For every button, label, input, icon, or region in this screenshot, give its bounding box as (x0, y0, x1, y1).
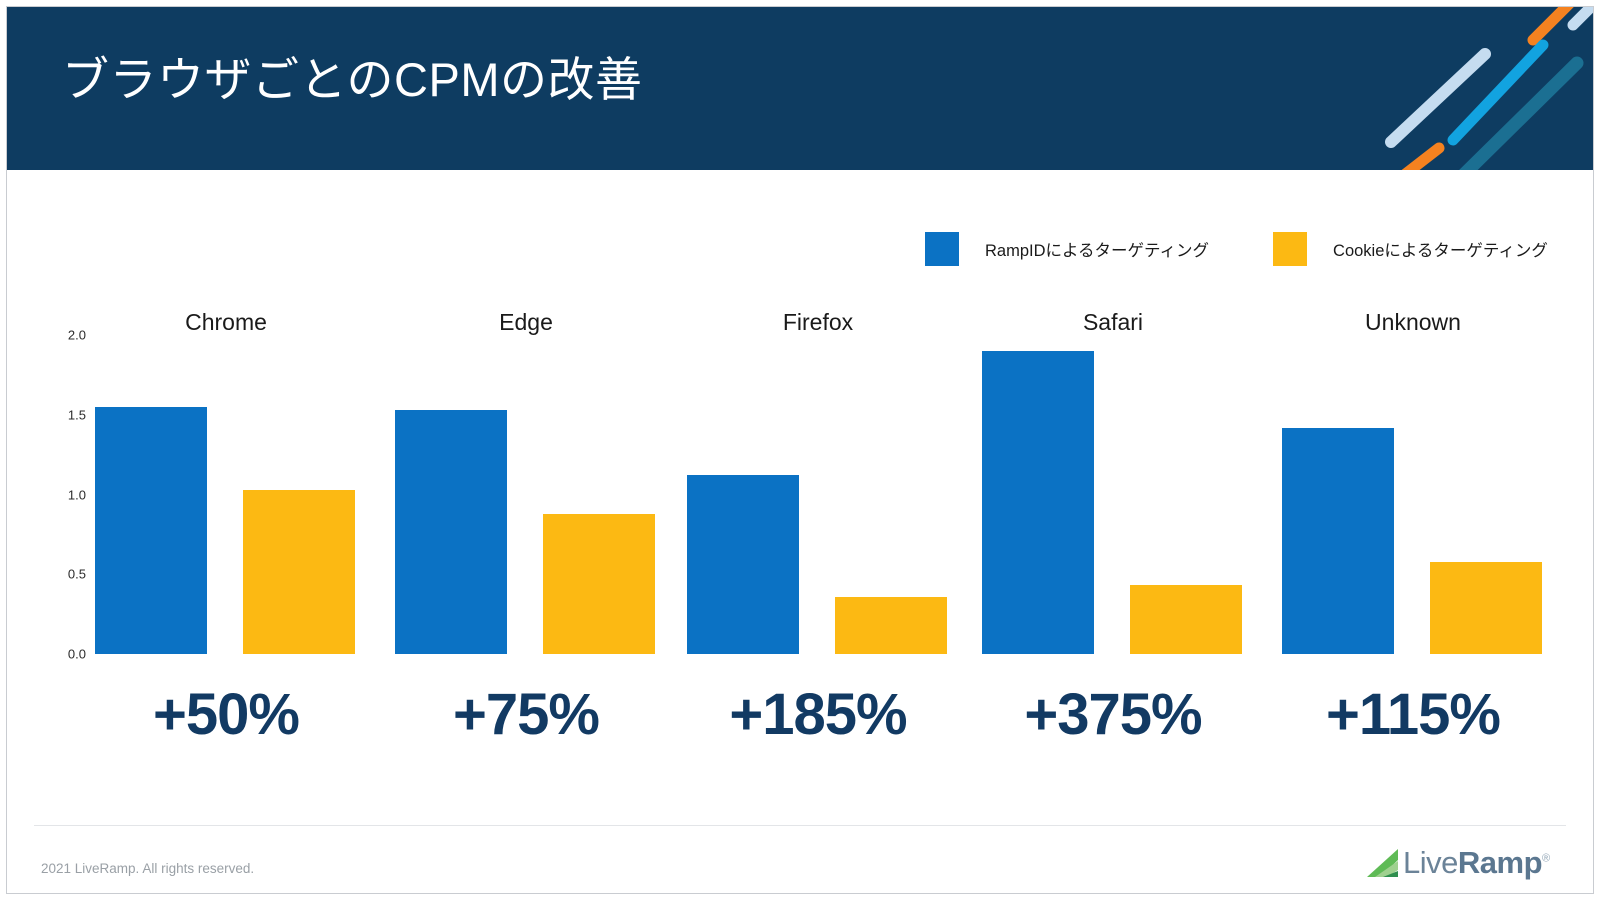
decorative-stripes (1333, 7, 1593, 170)
footer-divider (34, 825, 1566, 826)
bar-firefox-rampid (687, 475, 799, 654)
logo-trademark: ® (1542, 852, 1550, 865)
legend-item-cookie: Cookieによるターゲティング (1273, 232, 1548, 266)
improvement-label-chrome: +50% (153, 682, 300, 747)
stripe-orange-bottom (1401, 142, 1445, 170)
bar-group-firefox: Firefox +185% (687, 170, 949, 825)
logo-text-live: Live (1403, 845, 1458, 880)
bar-group-safari: Safari +375% (982, 170, 1244, 825)
stripe-orange-top (1527, 7, 1574, 46)
y-axis-tick-1-0: 1.0 (67, 487, 86, 502)
bar-safari-cookie (1130, 585, 1242, 654)
page-title: ブラウザごとのCPMの改善 (62, 53, 643, 106)
bar-group-chrome: Chrome +50% (95, 170, 357, 825)
copyright-text: 2021 LiveRamp. All rights reserved. (41, 861, 255, 876)
category-label-safari: Safari (1082, 309, 1144, 335)
liveramp-logo-text: LiveRamp® (1403, 845, 1550, 881)
bar-safari-rampid (982, 350, 1094, 654)
category-label-chrome: Chrome (185, 309, 267, 335)
bar-group-edge: Edge +75% (395, 170, 657, 825)
legend-item-rampid: RampIDによるターゲティング (925, 232, 1209, 266)
stripe-lightblue-top (1567, 7, 1593, 31)
slide-header: ブラウザごとのCPMの改善 (7, 7, 1593, 170)
bar-unknown-rampid (1282, 427, 1394, 654)
legend-label-cookie: Cookieによるターゲティング (1333, 242, 1548, 260)
bar-group-unknown: Unknown +115% (1282, 170, 1544, 825)
legend-swatch-rampid (925, 232, 959, 266)
stripe-cyan (1447, 39, 1549, 146)
stripes-svg (1385, 7, 1593, 170)
chart-legend: RampIDによるターゲティング Cookieによるターゲティング (925, 232, 1548, 266)
bar-firefox-cookie (835, 596, 947, 654)
y-axis-tick-0-0: 0.0 (67, 646, 86, 662)
category-label-edge: Edge (499, 309, 553, 335)
category-label-unknown: Unknown (1365, 309, 1461, 335)
improvement-label-firefox: +185% (729, 682, 907, 747)
chart-area: RampIDによるターゲティング Cookieによるターゲティング 0.0 0.5… (7, 170, 1593, 825)
improvement-label-safari: +375% (1024, 682, 1202, 747)
bar-chrome-cookie (243, 489, 355, 654)
legend-label-rampid: RampIDによるターゲティング (985, 242, 1210, 260)
improvement-label-unknown: +115% (1325, 682, 1501, 747)
category-label-firefox: Firefox (782, 309, 854, 335)
improvement-label-edge: +75% (453, 682, 600, 747)
bar-edge-cookie (543, 513, 655, 654)
slide-footer: 2021 LiveRamp. All rights reserved. Live… (7, 825, 1593, 893)
liveramp-logo-mark (1367, 849, 1398, 877)
stripe-teal (1459, 56, 1584, 170)
stripe-lightblue-mid (1385, 48, 1491, 148)
logo-text-ramp: Ramp (1457, 845, 1543, 880)
bar-edge-rampid (395, 409, 507, 654)
y-axis-tick-0-5: 0.5 (67, 566, 86, 582)
y-axis-tick-1-5: 1.5 (67, 407, 86, 423)
legend-swatch-cookie (1273, 232, 1308, 266)
bar-unknown-cookie (1430, 561, 1542, 654)
y-axis-tick-2-0: 2.0 (67, 327, 86, 343)
bar-plot: 0.0 0.5 1.0 1.5 2.0 Chrome +50% Edge +75% Firefo… (7, 170, 1593, 825)
liveramp-logo: LiveRamp® (1365, 843, 1550, 883)
bar-chrome-rampid (95, 406, 207, 654)
